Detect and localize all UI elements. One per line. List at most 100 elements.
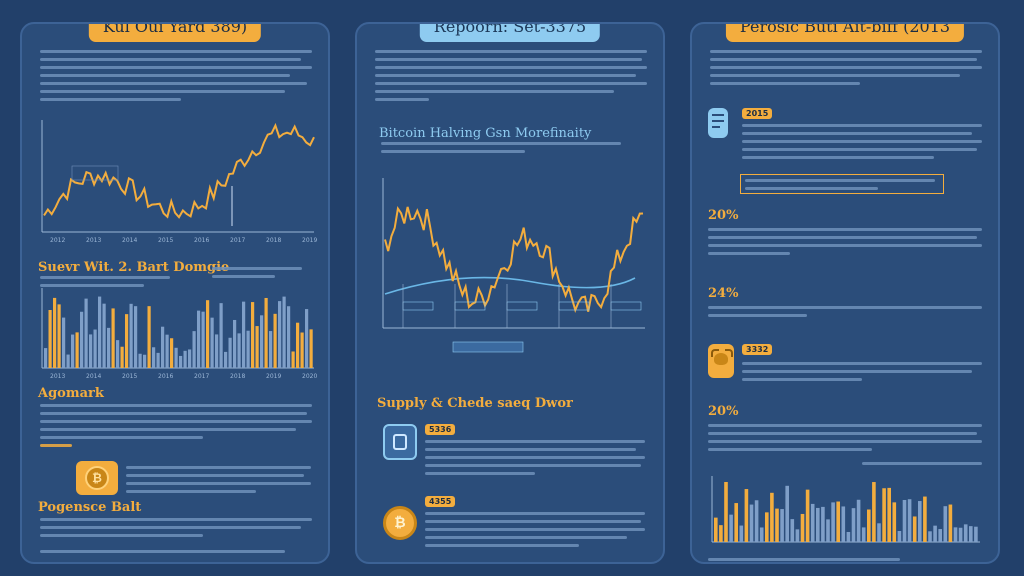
bar (251, 302, 255, 368)
bar (309, 329, 313, 368)
bar (902, 499, 907, 542)
bar (739, 525, 744, 542)
x-tick-label: 2012 (50, 237, 65, 244)
price-line (43, 122, 315, 219)
bar (841, 506, 846, 542)
bar (943, 506, 948, 542)
bar (897, 530, 902, 542)
right-panel-title: Perosic Buti Ait-biff (2013 (725, 24, 965, 42)
bar (826, 519, 830, 542)
annotation-box (610, 301, 642, 311)
x-tick-label: 2018 (230, 373, 245, 380)
bar (224, 351, 228, 368)
bar (821, 506, 825, 542)
bar (765, 512, 769, 542)
middle-chart-subtext (381, 142, 621, 158)
left-intro-text (40, 50, 312, 106)
x-tick-label: 2013 (86, 237, 101, 244)
x-tick-label: 2014 (122, 237, 137, 244)
bitcoin-coin-icon: ₿ (383, 506, 417, 540)
bar (958, 527, 963, 542)
trend-curve (384, 276, 636, 295)
bar (273, 313, 277, 368)
bar (291, 351, 295, 368)
right-legend-text (862, 462, 982, 470)
bar (102, 303, 106, 368)
bar (892, 502, 897, 542)
bar (165, 334, 169, 368)
bar (107, 327, 111, 368)
bar (963, 524, 968, 542)
bar (71, 334, 75, 368)
bar (907, 499, 912, 542)
bar (255, 326, 259, 368)
x-tick-label: 2017 (230, 237, 245, 244)
right-badge-1: 2015 (742, 108, 773, 119)
bar (269, 331, 273, 368)
bar (233, 319, 237, 368)
right-percent-1: 20% (708, 208, 739, 223)
x-tick-label: 2015 (122, 373, 137, 380)
bar (948, 504, 953, 542)
bar (912, 516, 917, 542)
bar (278, 301, 282, 368)
bar (810, 503, 815, 542)
bar (84, 298, 88, 368)
middle-badge-2: 4355 (425, 496, 456, 507)
bar (260, 315, 264, 368)
bar (210, 317, 214, 368)
bar (953, 527, 958, 542)
bar (66, 354, 70, 368)
bar (120, 346, 124, 368)
bar (851, 508, 856, 542)
bar (93, 329, 97, 368)
bar (734, 503, 738, 542)
bar (53, 297, 57, 368)
bar (800, 513, 805, 542)
middle-infographic-panel: Repoorn: Set-3375 Bitcoin Halving Gsn Mo… (355, 22, 665, 564)
bar (264, 297, 268, 368)
left-section3-heading: Pogensce Balt (38, 500, 142, 515)
bar (98, 296, 102, 368)
halving-line (384, 206, 644, 313)
bitcoin-coin-icon: ₿ (76, 461, 118, 495)
bar (89, 334, 93, 368)
bar (923, 496, 927, 542)
bar (138, 353, 142, 368)
left-section1-text (40, 276, 170, 292)
left-section2-heading: Agomark (38, 386, 104, 401)
bar (282, 296, 286, 368)
x-tick-label: 2017 (194, 373, 209, 380)
bar (170, 338, 174, 368)
bar (206, 300, 210, 368)
middle-item1-text (425, 440, 645, 480)
x-tick-label: 2019 (302, 237, 317, 244)
bar (729, 514, 733, 542)
bar (197, 310, 201, 368)
bar (805, 489, 810, 542)
bar (296, 322, 300, 368)
middle-chart-heading: Bitcoin Halving Gsn Morefinaity (379, 126, 592, 141)
left-bar-chart: 2013 2014 2015 2016 2017 2018 2019 2020 (41, 288, 317, 380)
bar (62, 317, 66, 368)
bar (969, 526, 973, 542)
bar (759, 527, 764, 542)
bar (795, 529, 800, 542)
left-section1-heading: Suevr Wit. 2. Bart Domgie (38, 260, 230, 275)
bar (237, 333, 241, 368)
middle-panel-title: Repoorn: Set-3375 (419, 24, 601, 42)
bar (719, 525, 723, 542)
x-tick-label: 2016 (194, 237, 209, 244)
bar (785, 485, 789, 542)
x-tick-label: 2019 (266, 373, 281, 380)
right-item1-text (742, 124, 982, 164)
bar (974, 526, 978, 542)
bar (219, 303, 223, 368)
bar (215, 334, 219, 368)
bar (744, 489, 749, 542)
left-footer-text (40, 550, 312, 558)
bar (724, 481, 728, 542)
bar (887, 487, 891, 542)
bar (192, 331, 196, 368)
bar (872, 482, 876, 542)
